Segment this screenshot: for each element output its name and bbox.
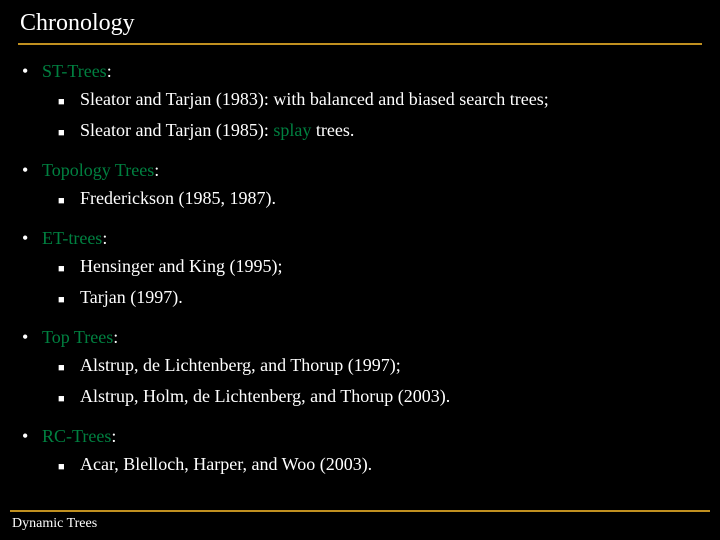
section-title: Top Trees: xyxy=(42,327,118,348)
section-title: ST-Trees: xyxy=(42,61,112,82)
section-top-trees: • Top Trees: ■ Alstrup, de Lichtenberg, … xyxy=(22,327,702,410)
list-item: ■ Frederickson (1985, 1987). xyxy=(58,185,702,212)
list-item: ■ Sleator and Tarjan (1983): with balanc… xyxy=(58,86,702,113)
subitems: ■ Alstrup, de Lichtenberg, and Thorup (1… xyxy=(22,352,702,410)
bullet-icon: • xyxy=(22,61,42,82)
section-et-trees: • ET-trees: ■ Hensinger and King (1995);… xyxy=(22,228,702,311)
square-icon: ■ xyxy=(58,459,80,476)
square-icon: ■ xyxy=(58,360,80,377)
section-header: • Top Trees: xyxy=(22,327,702,348)
square-icon: ■ xyxy=(58,125,80,142)
section-title: RC-Trees: xyxy=(42,426,116,447)
list-item: ■ Sleator and Tarjan (1985): splay trees… xyxy=(58,117,702,144)
slide-content: • ST-Trees: ■ Sleator and Tarjan (1983):… xyxy=(18,61,702,478)
square-icon: ■ xyxy=(58,193,80,210)
subitems: ■ Sleator and Tarjan (1983): with balanc… xyxy=(22,86,702,144)
subitem-text: Frederickson (1985, 1987). xyxy=(80,185,276,212)
subitem-text: Sleator and Tarjan (1985): splay trees. xyxy=(80,117,354,144)
bullet-icon: • xyxy=(22,228,42,249)
section-header: • RC-Trees: xyxy=(22,426,702,447)
subitems: ■ Acar, Blelloch, Harper, and Woo (2003)… xyxy=(22,451,702,478)
section-st-trees: • ST-Trees: ■ Sleator and Tarjan (1983):… xyxy=(22,61,702,144)
section-header: • ST-Trees: xyxy=(22,61,702,82)
slide: Chronology • ST-Trees: ■ Sleator and Tar… xyxy=(0,0,720,540)
bullet-icon: • xyxy=(22,160,42,181)
list-item: ■ Acar, Blelloch, Harper, and Woo (2003)… xyxy=(58,451,702,478)
section-rc-trees: • RC-Trees: ■ Acar, Blelloch, Harper, an… xyxy=(22,426,702,478)
list-item: ■ Alstrup, de Lichtenberg, and Thorup (1… xyxy=(58,352,702,379)
list-item: ■ Tarjan (1997). xyxy=(58,284,702,311)
square-icon: ■ xyxy=(58,261,80,278)
subitem-text: Tarjan (1997). xyxy=(80,284,183,311)
square-icon: ■ xyxy=(58,94,80,111)
bullet-icon: • xyxy=(22,327,42,348)
subitems: ■ Hensinger and King (1995); ■ Tarjan (1… xyxy=(22,253,702,311)
divider-bottom xyxy=(10,510,710,512)
section-header: • ET-trees: xyxy=(22,228,702,249)
divider-top xyxy=(18,43,702,45)
slide-title: Chronology xyxy=(18,10,702,37)
section-topology-trees: • Topology Trees: ■ Frederickson (1985, … xyxy=(22,160,702,212)
subitem-text: Sleator and Tarjan (1983): with balanced… xyxy=(80,86,549,113)
subitem-text: Acar, Blelloch, Harper, and Woo (2003). xyxy=(80,451,372,478)
footer-text: Dynamic Trees xyxy=(10,516,710,532)
subitem-text: Hensinger and King (1995); xyxy=(80,253,282,280)
slide-footer: Dynamic Trees xyxy=(0,510,720,532)
section-title: Topology Trees: xyxy=(42,160,159,181)
square-icon: ■ xyxy=(58,292,80,309)
section-header: • Topology Trees: xyxy=(22,160,702,181)
subitem-text: Alstrup, Holm, de Lichtenberg, and Thoru… xyxy=(80,383,450,410)
square-icon: ■ xyxy=(58,391,80,408)
list-item: ■ Alstrup, Holm, de Lichtenberg, and Tho… xyxy=(58,383,702,410)
subitem-text: Alstrup, de Lichtenberg, and Thorup (199… xyxy=(80,352,401,379)
bullet-icon: • xyxy=(22,426,42,447)
subitems: ■ Frederickson (1985, 1987). xyxy=(22,185,702,212)
list-item: ■ Hensinger and King (1995); xyxy=(58,253,702,280)
section-title: ET-trees: xyxy=(42,228,107,249)
